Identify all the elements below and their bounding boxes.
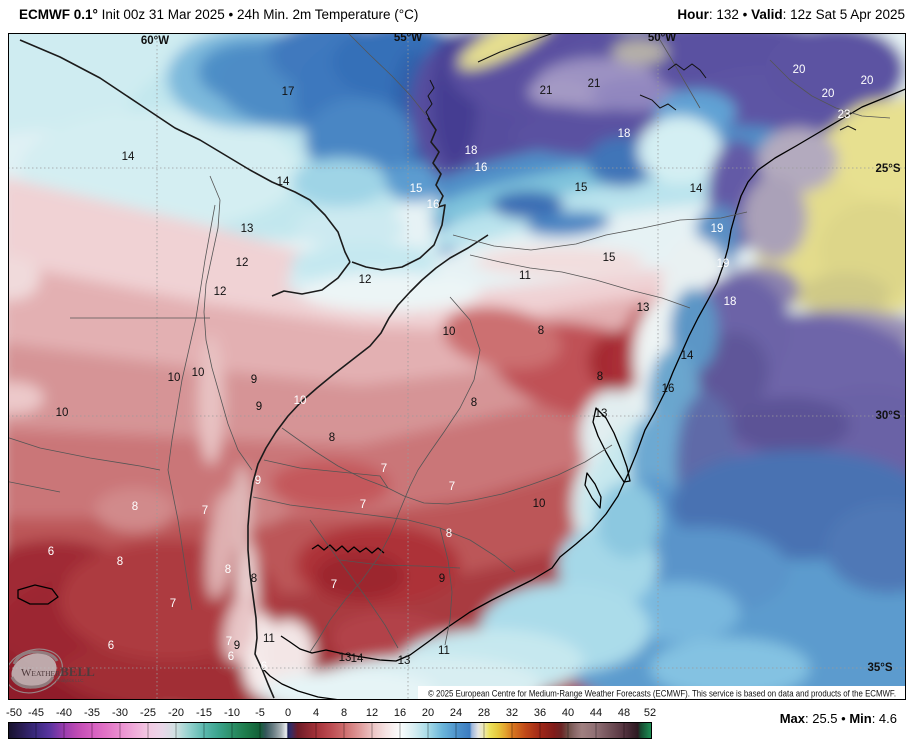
svg-text:13: 13 <box>241 223 254 235</box>
svg-text:13: 13 <box>398 655 411 667</box>
svg-text:8: 8 <box>251 573 257 585</box>
svg-text:-40: -40 <box>56 707 72 719</box>
svg-text:40: 40 <box>562 707 574 719</box>
svg-text:32: 32 <box>506 707 518 719</box>
svg-text:18: 18 <box>465 145 478 157</box>
svg-text:24: 24 <box>450 707 462 719</box>
svg-text:55°W: 55°W <box>394 32 422 44</box>
svg-text:15: 15 <box>575 182 588 194</box>
svg-text:15: 15 <box>603 252 616 264</box>
svg-text:Analytics LLC: Analytics LLC <box>56 678 84 683</box>
svg-text:50°W: 50°W <box>648 32 676 44</box>
svg-text:9: 9 <box>255 475 261 487</box>
svg-text:8: 8 <box>597 371 603 383</box>
svg-text:7: 7 <box>360 499 366 511</box>
svg-text:16: 16 <box>475 162 488 174</box>
svg-text:7: 7 <box>170 598 176 610</box>
svg-text:12: 12 <box>366 707 378 719</box>
svg-text:23: 23 <box>838 109 851 121</box>
svg-text:13: 13 <box>595 408 608 420</box>
svg-text:10: 10 <box>168 372 181 384</box>
svg-text:21: 21 <box>588 78 601 90</box>
svg-text:12: 12 <box>214 286 227 298</box>
svg-text:8: 8 <box>341 707 347 719</box>
svg-text:8: 8 <box>132 501 138 513</box>
svg-text:25°S: 25°S <box>875 163 900 175</box>
svg-text:10: 10 <box>443 326 456 338</box>
svg-text:7: 7 <box>331 579 337 591</box>
svg-text:-10: -10 <box>224 707 240 719</box>
svg-text:-50: -50 <box>6 707 22 719</box>
svg-text:7: 7 <box>381 463 387 475</box>
svg-text:6: 6 <box>261 661 267 673</box>
svg-text:10: 10 <box>533 498 546 510</box>
svg-text:20: 20 <box>861 75 874 87</box>
svg-text:9: 9 <box>234 640 240 652</box>
svg-text:19: 19 <box>717 258 730 270</box>
svg-text:12: 12 <box>236 257 249 269</box>
svg-text:48: 48 <box>618 707 630 719</box>
svg-text:7: 7 <box>202 505 208 517</box>
svg-text:60°W: 60°W <box>141 35 169 47</box>
svg-text:11: 11 <box>438 645 450 657</box>
svg-text:-5: -5 <box>255 707 265 719</box>
svg-text:8: 8 <box>446 528 452 540</box>
svg-text:16: 16 <box>662 383 675 395</box>
svg-text:8: 8 <box>329 432 335 444</box>
svg-text:9: 9 <box>251 374 257 386</box>
svg-text:9: 9 <box>256 401 262 413</box>
svg-text:14: 14 <box>277 176 290 188</box>
svg-text:-30: -30 <box>112 707 128 719</box>
svg-text:-25: -25 <box>140 707 156 719</box>
svg-text:20: 20 <box>793 64 806 76</box>
svg-text:8: 8 <box>225 564 231 576</box>
svg-text:35°S: 35°S <box>867 662 892 674</box>
svg-text:11: 11 <box>263 633 275 645</box>
svg-text:8: 8 <box>117 556 123 568</box>
svg-text:18: 18 <box>724 296 737 308</box>
svg-text:52: 52 <box>644 707 656 719</box>
svg-text:13: 13 <box>339 652 352 664</box>
svg-text:36: 36 <box>534 707 546 719</box>
svg-text:7: 7 <box>449 481 455 493</box>
svg-text:13: 13 <box>637 302 650 314</box>
svg-text:6: 6 <box>228 651 234 663</box>
svg-text:12: 12 <box>359 274 372 286</box>
svg-text:21: 21 <box>540 85 553 97</box>
svg-text:10: 10 <box>294 395 307 407</box>
svg-text:14: 14 <box>122 151 135 163</box>
svg-text:15: 15 <box>410 183 423 195</box>
svg-text:18: 18 <box>618 128 631 140</box>
svg-text:10: 10 <box>56 407 69 419</box>
svg-text:6: 6 <box>108 640 114 652</box>
svg-text:10: 10 <box>192 367 205 379</box>
svg-text:14: 14 <box>681 350 694 362</box>
svg-text:-20: -20 <box>168 707 184 719</box>
svg-text:19: 19 <box>711 223 724 235</box>
svg-text:4: 4 <box>313 707 319 719</box>
svg-text:16: 16 <box>394 707 406 719</box>
svg-text:20: 20 <box>422 707 434 719</box>
svg-text:-35: -35 <box>84 707 100 719</box>
svg-text:16: 16 <box>427 199 440 211</box>
svg-text:14: 14 <box>351 653 364 665</box>
svg-text:© 2025 European Centre for Med: © 2025 European Centre for Medium-Range … <box>428 689 896 699</box>
svg-text:28: 28 <box>478 707 490 719</box>
svg-text:20: 20 <box>822 88 835 100</box>
svg-text:9: 9 <box>439 573 445 585</box>
svg-text:-15: -15 <box>196 707 212 719</box>
svg-text:6: 6 <box>48 546 54 558</box>
svg-text:8: 8 <box>538 325 544 337</box>
svg-text:44: 44 <box>590 707 602 719</box>
svg-text:-45: -45 <box>28 707 44 719</box>
svg-text:30°S: 30°S <box>875 410 900 422</box>
svg-text:0: 0 <box>285 707 291 719</box>
svg-text:17: 17 <box>282 86 295 98</box>
svg-text:11: 11 <box>519 270 531 282</box>
svg-text:14: 14 <box>690 183 703 195</box>
svg-text:7: 7 <box>226 636 232 648</box>
svg-text:8: 8 <box>471 397 477 409</box>
